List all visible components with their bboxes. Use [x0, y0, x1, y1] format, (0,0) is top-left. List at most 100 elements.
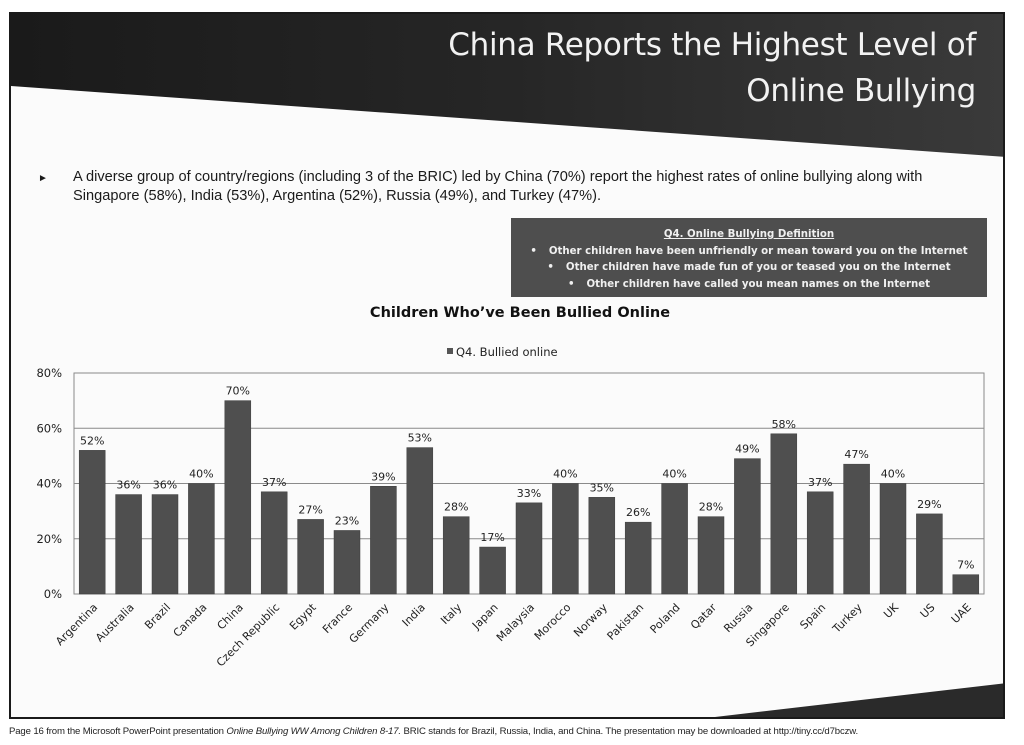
- x-tick-label: Pakistan: [605, 601, 647, 643]
- legend-label: Q4. Bullied online: [456, 345, 558, 359]
- x-tick-label: Qatar: [688, 601, 719, 632]
- data-label: 23%: [335, 514, 359, 527]
- bar: [697, 516, 725, 595]
- data-label: 29%: [917, 498, 941, 511]
- bar: [661, 483, 688, 595]
- title-banner: [11, 14, 1003, 157]
- slide-title: China Reports the Highest Level of Onlin…: [376, 22, 976, 114]
- x-tick-label: Germany: [347, 601, 392, 646]
- data-label: 40%: [662, 468, 686, 481]
- bar: [479, 546, 506, 595]
- bar: [624, 521, 652, 595]
- data-label: 26%: [626, 506, 650, 519]
- data-label: 58%: [772, 418, 796, 431]
- bar: [770, 433, 798, 595]
- x-tick-label: Turkey: [829, 601, 865, 637]
- chart-title: Children Who’ve Been Bullied Online: [369, 305, 671, 321]
- x-tick-label: Australia: [93, 601, 137, 645]
- bar: [260, 491, 288, 595]
- bullet-dot-icon: •: [547, 262, 554, 273]
- summary-bullet: ► A diverse group of country/regions (in…: [38, 168, 978, 206]
- data-label: 17%: [480, 531, 504, 544]
- bar: [151, 494, 179, 595]
- chart-legend: Q4. Bullied online: [441, 345, 564, 359]
- summary-text: A diverse group of country/regions (incl…: [73, 169, 923, 204]
- bar: [370, 486, 397, 595]
- data-label: 47%: [844, 448, 868, 461]
- bar: [843, 463, 870, 595]
- data-label: 7%: [957, 559, 974, 572]
- data-label: 40%: [553, 468, 577, 481]
- data-label: 36%: [153, 479, 177, 492]
- x-tick-label: UK: [881, 600, 902, 621]
- definition-box: Q4. Online Bullying Definition • Other ch…: [511, 218, 987, 297]
- x-tick-label: Brazil: [142, 601, 173, 632]
- data-label: 28%: [444, 501, 468, 514]
- x-tick-label: Malaysia: [494, 601, 537, 644]
- x-tick-label: UAE: [949, 601, 974, 626]
- bar: [916, 513, 943, 595]
- definition-item: • Other children have called you mean nam…: [567, 278, 931, 290]
- definition-item: • Other children have made fun of you or …: [547, 262, 951, 273]
- x-tick-label: Czech Republic: [214, 601, 282, 669]
- arrow-bullet-icon: ►: [38, 173, 48, 184]
- data-label: 40%: [189, 468, 213, 481]
- bar: [297, 519, 324, 595]
- x-tick-label: China: [215, 601, 246, 632]
- title-line-1: China Reports the Highest Level of: [448, 27, 976, 63]
- bar: [515, 502, 543, 595]
- x-tick-label: US: [918, 601, 938, 621]
- x-tick-label: Japan: [469, 601, 501, 633]
- data-label: 49%: [735, 443, 759, 456]
- bar: [552, 483, 579, 595]
- data-label: 28%: [699, 501, 723, 514]
- x-tick-label: Poland: [648, 601, 683, 636]
- data-label: 70%: [226, 385, 250, 398]
- bottom-accent: [715, 683, 1003, 717]
- bar: [333, 530, 361, 595]
- footer-caption: Page 16 from the Microsoft PowerPoint pr…: [9, 726, 859, 737]
- x-tick-label: Argentina: [53, 601, 100, 648]
- bar: [406, 447, 434, 595]
- y-tick-label: 20%: [36, 532, 62, 546]
- bar: [806, 491, 834, 595]
- bar: [734, 458, 761, 595]
- x-tick-label: Canada: [171, 601, 210, 640]
- bullet-dot-icon: •: [530, 245, 537, 257]
- y-tick-label: 80%: [36, 366, 62, 380]
- data-label: 27%: [298, 503, 322, 516]
- definition-item: • Other children have been unfriendly or …: [530, 245, 968, 257]
- x-tick-label: Morocco: [532, 601, 574, 643]
- bullet-dot-icon: •: [567, 278, 575, 290]
- bar: [188, 483, 215, 595]
- legend-swatch: [447, 348, 453, 354]
- presentation-title: Online Bullying WW Among Children 8-17.: [226, 726, 401, 737]
- data-label: 52%: [80, 434, 104, 447]
- data-label: 40%: [881, 468, 905, 481]
- data-label: 37%: [808, 476, 832, 489]
- slide: [9, 12, 1005, 719]
- data-label: 36%: [116, 479, 140, 492]
- data-label: 39%: [371, 470, 395, 483]
- x-tick-label: India: [400, 601, 428, 629]
- bar: [442, 516, 470, 595]
- bar: [224, 400, 252, 595]
- bar: [879, 483, 907, 595]
- title-line-2: Online Bullying: [746, 73, 976, 109]
- y-tick-label: 0%: [44, 587, 62, 601]
- y-tick-label: 60%: [36, 421, 62, 435]
- data-label: 53%: [408, 432, 432, 445]
- data-label: 35%: [590, 481, 614, 494]
- x-tick-label: Russia: [721, 601, 755, 635]
- x-tick-label: Egypt: [287, 600, 319, 632]
- bar: [952, 574, 980, 595]
- data-label: 33%: [517, 487, 541, 500]
- data-label: 37%: [262, 476, 286, 489]
- bar: [588, 497, 616, 595]
- y-tick-label: 40%: [36, 477, 62, 491]
- bar: [78, 450, 106, 595]
- definition-heading: Q4. Online Bullying Definition: [663, 229, 835, 240]
- x-tick-label: Spain: [797, 601, 828, 632]
- x-tick-label: Italy: [438, 601, 464, 627]
